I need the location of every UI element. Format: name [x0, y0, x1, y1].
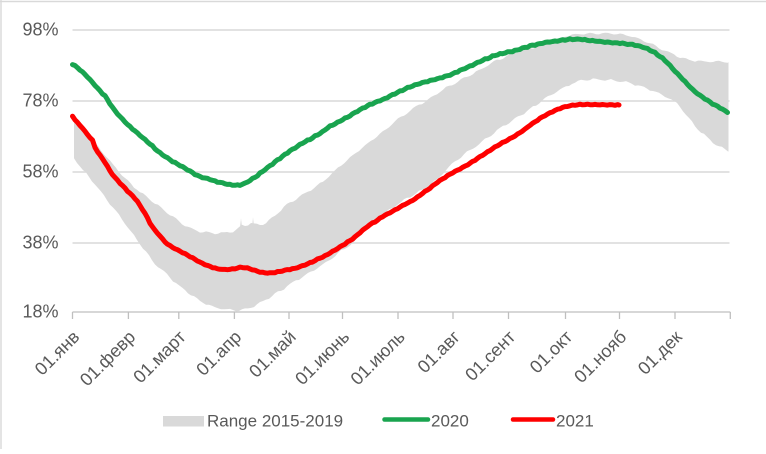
svg-text:2020: 2020	[431, 412, 469, 431]
svg-text:Range 2015-2019: Range 2015-2019	[207, 412, 343, 431]
svg-text:98%: 98%	[22, 20, 58, 40]
svg-text:2021: 2021	[556, 412, 594, 431]
svg-text:38%: 38%	[22, 233, 58, 253]
svg-text:18%: 18%	[22, 302, 58, 322]
svg-text:78%: 78%	[22, 91, 58, 111]
svg-text:58%: 58%	[22, 162, 58, 182]
